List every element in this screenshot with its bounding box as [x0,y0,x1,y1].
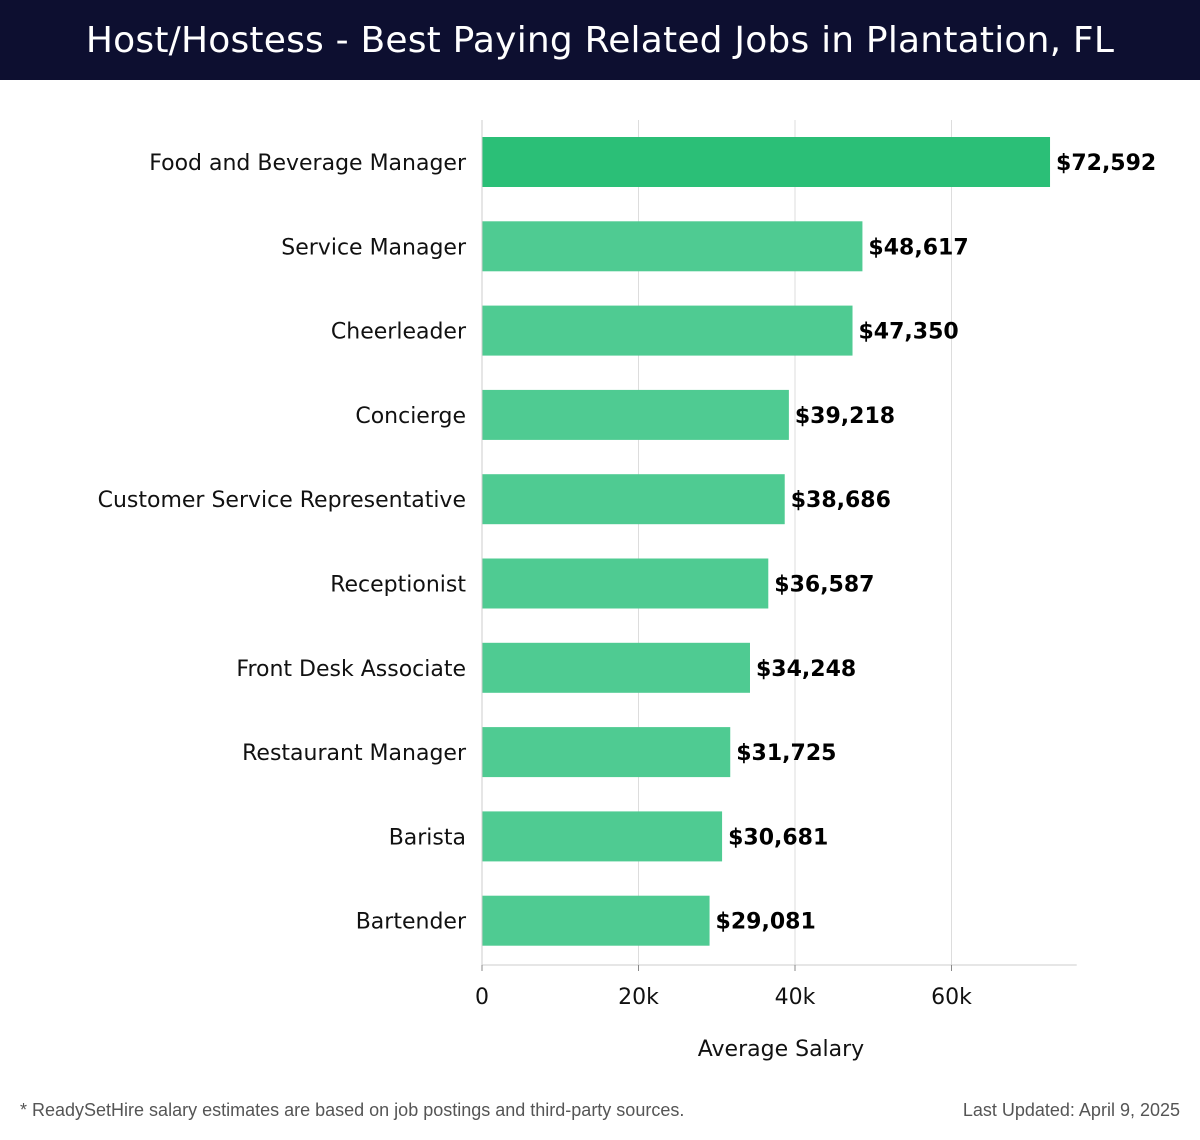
bar [482,137,1051,187]
category-label: Receptionist [330,573,466,598]
value-label: $48,617 [868,235,968,260]
salary-bar-chart: Food and Beverage Manager $72,592 Service … [98,120,1156,1062]
bar [482,727,731,778]
bar [482,895,710,946]
category-label: Cheerleader [331,320,467,345]
category-label: Barista [389,825,466,850]
bar [482,642,750,693]
value-label: $34,248 [756,657,856,682]
value-label: $72,592 [1056,151,1156,176]
value-label: $39,218 [795,404,895,429]
value-label: $36,587 [774,573,874,598]
page-title: Host/Hostess - Best Paying Related Jobs … [85,19,1115,61]
last-updated: Last Updated: April 9, 2025 [962,1100,1180,1120]
value-label: $47,350 [859,320,959,345]
x-tick-label: 60k [931,985,972,1010]
x-axis-title: Average Salary [698,1037,864,1062]
footnote: * ReadySetHire salary estimates are base… [20,1100,685,1120]
bar [482,811,723,862]
x-tick-label: 40k [775,985,816,1010]
bar [482,558,769,609]
category-label: Restaurant Manager [242,741,467,766]
bar [482,474,785,525]
category-label: Food and Beverage Manager [149,151,467,176]
category-label: Bartender [356,910,467,935]
value-label: $31,725 [736,741,836,766]
value-label: $38,686 [791,488,891,513]
x-tick-label: 0 [475,985,489,1010]
x-tick-label: 20k [618,985,659,1010]
value-label: $29,081 [716,910,816,935]
header-banner: Host/Hostess - Best Paying Related Jobs … [0,0,1200,80]
category-label: Front Desk Associate [236,657,466,682]
value-label: $30,681 [728,825,828,850]
category-label: Concierge [355,404,466,429]
category-label: Customer Service Representative [98,488,466,513]
category-label: Service Manager [281,235,467,260]
footer: * ReadySetHire salary estimates are base… [0,1096,1200,1128]
bar [482,389,789,440]
bar [482,221,863,272]
bar [482,305,853,356]
